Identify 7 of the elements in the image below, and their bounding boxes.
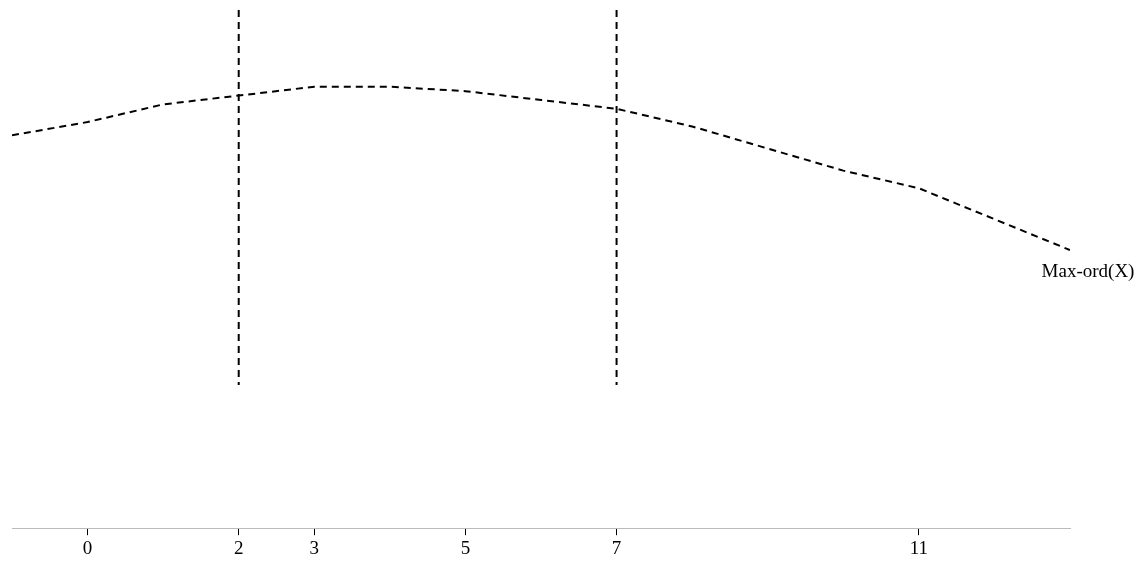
x-tick-label: 0 (82, 536, 93, 558)
x-tick-label: 2 (233, 536, 244, 558)
x-tick-label: 7 (611, 536, 622, 558)
x-tick-label: 3 (309, 536, 320, 558)
series-label: Max-ord(X) (1041, 259, 1135, 282)
x-tick-label: 5 (460, 536, 471, 558)
x-tick-label: 11 (909, 536, 929, 558)
